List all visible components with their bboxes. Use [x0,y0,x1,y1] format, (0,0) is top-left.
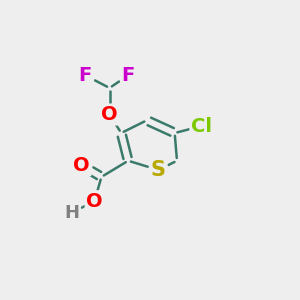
Text: F: F [79,66,92,85]
Text: Cl: Cl [191,117,212,136]
Text: H: H [64,204,80,222]
Text: O: O [86,192,103,211]
Text: S: S [151,160,166,180]
Text: O: O [101,105,118,124]
Text: O: O [74,156,90,175]
Text: F: F [122,66,135,85]
